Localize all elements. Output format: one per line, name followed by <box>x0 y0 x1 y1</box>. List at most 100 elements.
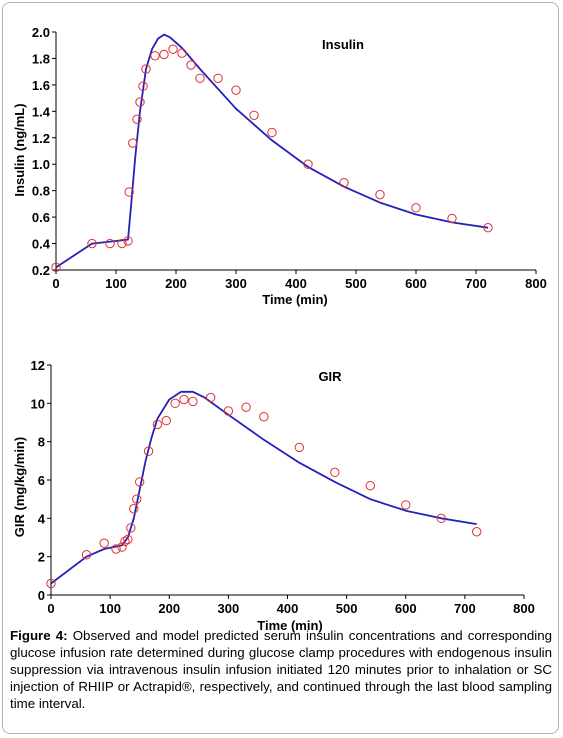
y-tick-label: 8 <box>38 435 45 450</box>
y-tick-label: 2.0 <box>32 25 50 40</box>
x-axis-label: Time (min) <box>262 292 328 307</box>
observed-point <box>205 392 216 403</box>
x-tick-label: 200 <box>165 276 187 291</box>
y-tick-label: 1.0 <box>32 157 50 172</box>
observed-point <box>51 262 61 273</box>
x-tick-label: 0 <box>52 276 59 291</box>
observed-point <box>483 222 493 233</box>
x-tick-label: 600 <box>405 276 427 291</box>
observed-point <box>150 51 160 61</box>
observed-point <box>179 394 189 405</box>
x-tick-label: 400 <box>285 276 307 291</box>
y-tick-label: 6 <box>38 473 45 488</box>
x-tick-label: 700 <box>454 601 476 616</box>
y-tick-label: 1.2 <box>32 131 50 146</box>
observed-point <box>436 513 446 524</box>
model-prediction-line <box>55 33 489 269</box>
x-tick-label: 700 <box>465 276 487 291</box>
observed-point <box>123 236 133 246</box>
observed-point <box>128 138 138 148</box>
gir-chart: GIR Time (min) GIR (mg/kg/min) 0 100 200 30… <box>12 358 535 633</box>
x-tick-label: 0 <box>47 601 54 616</box>
observed-point <box>141 64 151 74</box>
observed-point <box>303 159 313 169</box>
observed-point <box>152 419 163 430</box>
observed-point <box>249 110 259 121</box>
observed-point <box>472 527 482 537</box>
y-tick-label: 12 <box>31 358 45 373</box>
x-tick-label: 100 <box>99 601 121 616</box>
observed-point <box>138 81 148 91</box>
x-tick-label: 800 <box>513 601 535 616</box>
observed-point <box>195 73 205 83</box>
observed-point <box>117 238 127 249</box>
observed-point <box>401 500 411 510</box>
observed-point <box>241 402 251 412</box>
observed-point <box>168 44 178 54</box>
observed-point <box>365 481 375 491</box>
chart-title: Insulin <box>322 37 364 52</box>
observed-point <box>447 213 457 224</box>
model-prediction-line <box>50 390 477 585</box>
observed-point <box>339 178 349 188</box>
x-tick-label: 600 <box>395 601 417 616</box>
y-tick-label: 0.6 <box>32 210 50 225</box>
observed-point <box>111 544 121 554</box>
insulin-chart: Insulin Time (min) Insulin (ng/mL) 0 100 2… <box>12 25 547 307</box>
observed-point <box>170 398 180 409</box>
observed-point <box>126 523 136 533</box>
x-tick-label: 800 <box>525 276 547 291</box>
observed-point <box>411 203 421 213</box>
x-tick-label: 200 <box>158 601 180 616</box>
x-tick-label: 500 <box>345 276 367 291</box>
observed-point <box>134 477 145 487</box>
x-tick-label: 300 <box>218 601 240 616</box>
y-axis-label: Insulin (ng/mL) <box>12 103 27 196</box>
chart-title: GIR <box>318 369 342 384</box>
observed-point <box>161 415 171 426</box>
observed-point <box>177 48 187 58</box>
observed-point <box>46 578 56 589</box>
observed-point <box>375 189 385 200</box>
observed-point <box>132 494 142 504</box>
observed-point <box>330 467 340 478</box>
caption-text: Observed and model predicted serum insul… <box>10 628 552 711</box>
x-axis-label: Time (min) <box>257 618 323 633</box>
observed-point <box>231 85 241 95</box>
observed-point <box>123 534 133 545</box>
figure-caption: Figure 4: Observed and model predicted s… <box>10 627 552 712</box>
y-axis-label: GIR (mg/kg/min) <box>12 437 27 537</box>
y-tick-label: 4 <box>38 511 46 526</box>
observed-point <box>259 412 269 422</box>
observed-point <box>120 536 130 547</box>
y-tick-label: 0.2 <box>32 263 50 278</box>
observed-point <box>267 127 277 138</box>
observed-point <box>143 446 154 456</box>
observed-point <box>124 187 134 197</box>
observed-point <box>117 542 127 552</box>
y-tick-label: 1.6 <box>32 78 50 93</box>
y-tick-label: 1.4 <box>32 104 51 119</box>
x-tick-label: 500 <box>336 601 358 616</box>
observed-point <box>105 238 115 249</box>
y-tick-label: 0.4 <box>32 237 51 252</box>
observed-point <box>294 442 305 453</box>
observed-point <box>188 396 198 407</box>
caption-label: Figure 4: <box>10 628 68 643</box>
y-tick-label: 0 <box>38 588 45 603</box>
observed-point <box>223 406 234 416</box>
observed-point <box>135 97 145 107</box>
y-tick-label: 10 <box>31 396 45 411</box>
observed-point <box>132 114 142 124</box>
y-tick-label: 1.8 <box>32 51 50 66</box>
observed-point <box>99 538 109 548</box>
observed-point <box>213 73 223 83</box>
observed-point <box>159 49 169 60</box>
y-tick-label: 2 <box>38 550 45 565</box>
observed-point <box>186 60 196 70</box>
observed-point <box>87 238 97 249</box>
x-tick-label: 100 <box>105 276 127 291</box>
x-tick-label: 300 <box>225 276 247 291</box>
observed-point <box>129 504 139 514</box>
